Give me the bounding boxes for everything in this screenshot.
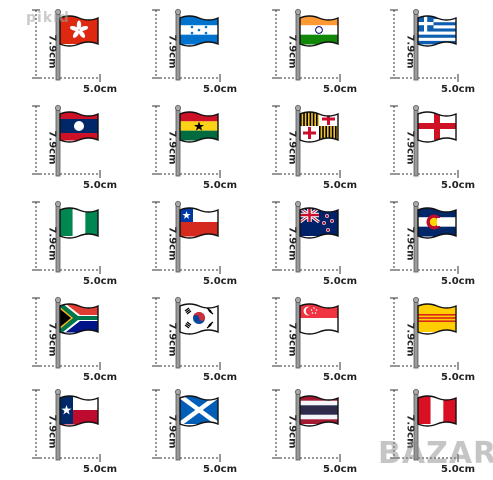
new-zealand-flag-icon: [272, 201, 341, 274]
flag-sticker: 7.9cm 5.0cm: [152, 102, 274, 196]
height-dimension-label: 7.9cm: [46, 322, 58, 357]
flag-sticker: 7.9cm 5.0cm: [32, 386, 154, 480]
height-dimension-label: 7.9cm: [286, 226, 298, 261]
height-dimension-label: 7.9cm: [286, 322, 298, 357]
width-dimension-label: 5.0cm: [202, 372, 238, 383]
width-dimension-label: 5.0cm: [82, 84, 118, 95]
height-dimension-label: 7.9cm: [46, 414, 58, 449]
height-dimension-label: 7.9cm: [286, 34, 298, 69]
south-korea-flag-icon: [152, 297, 221, 370]
flag-sticker: 7.9cm 5.0cm: [272, 102, 394, 196]
height-dimension-label: 7.9cm: [46, 34, 58, 69]
height-dimension-label: 7.9cm: [166, 322, 178, 357]
height-dimension-label: 7.9cm: [404, 226, 416, 261]
watermark-bottom-right: BAZAR: [378, 436, 493, 471]
height-dimension-label: 7.9cm: [404, 322, 416, 357]
width-dimension-label: 5.0cm: [322, 276, 358, 287]
flag-sticker: 7.9cm 5.0cm: [32, 294, 154, 388]
width-dimension-label: 5.0cm: [440, 276, 476, 287]
india-flag-icon: [272, 9, 341, 82]
flag-sticker: 7.9cm 5.0cm: [32, 6, 154, 100]
height-dimension-label: 7.9cm: [46, 226, 58, 261]
height-dimension-label: 7.9cm: [166, 226, 178, 261]
flag-sticker: 7.9cm 5.0cm: [272, 198, 394, 292]
maryland-flag-icon: [272, 105, 341, 178]
flag-sticker: 7.9cm 5.0cm: [390, 198, 493, 292]
watermark-top-left: pikid: [26, 10, 70, 26]
flag-sticker: 7.9cm 5.0cm: [390, 294, 493, 388]
height-dimension-label: 7.9cm: [404, 130, 416, 165]
flag-sticker: 7.9cm 5.0cm: [152, 386, 274, 480]
flag-sticker: 7.9cm 5.0cm: [32, 198, 154, 292]
scotland-flag-icon: [152, 389, 221, 462]
flag-sticker: 7.9cm 5.0cm: [390, 102, 493, 196]
south-vietnam-flag-icon: [390, 297, 459, 370]
south-africa-flag-icon: [32, 297, 101, 370]
honduras-flag-icon: [152, 9, 221, 82]
width-dimension-label: 5.0cm: [202, 84, 238, 95]
thailand-flag-icon: [272, 389, 341, 462]
nigeria-flag-icon: [32, 201, 101, 274]
chile-flag-icon: [152, 201, 221, 274]
width-dimension-label: 5.0cm: [322, 464, 358, 475]
height-dimension-label: 7.9cm: [166, 130, 178, 165]
width-dimension-label: 5.0cm: [82, 464, 118, 475]
height-dimension-label: 7.9cm: [286, 414, 298, 449]
width-dimension-label: 5.0cm: [322, 84, 358, 95]
flag-sticker: 7.9cm 5.0cm: [32, 102, 154, 196]
hong-kong-flag-icon: [32, 9, 101, 82]
height-dimension-label: 7.9cm: [166, 34, 178, 69]
width-dimension-label: 5.0cm: [322, 180, 358, 191]
width-dimension-label: 5.0cm: [82, 276, 118, 287]
width-dimension-label: 5.0cm: [202, 464, 238, 475]
flag-sticker: 7.9cm 5.0cm: [272, 6, 394, 100]
width-dimension-label: 5.0cm: [82, 180, 118, 191]
width-dimension-label: 5.0cm: [440, 372, 476, 383]
width-dimension-label: 5.0cm: [440, 180, 476, 191]
flag-sticker: 7.9cm 5.0cm: [390, 6, 493, 100]
england-flag-icon: [390, 105, 459, 178]
width-dimension-label: 5.0cm: [440, 84, 476, 95]
greece-flag-icon: [390, 9, 459, 82]
flag-sticker: 7.9cm 5.0cm: [272, 294, 394, 388]
flag-sticker: 7.9cm 5.0cm: [152, 294, 274, 388]
flag-sticker: 7.9cm 5.0cm: [152, 198, 274, 292]
width-dimension-label: 5.0cm: [82, 372, 118, 383]
singapore-flag-icon: [272, 297, 341, 370]
texas-flag-icon: [32, 389, 101, 462]
flag-sticker: 7.9cm 5.0cm: [390, 386, 493, 480]
height-dimension-label: 7.9cm: [404, 34, 416, 69]
peru-flag-icon: [390, 389, 459, 462]
ghana-flag-icon: [152, 105, 221, 178]
width-dimension-label: 5.0cm: [202, 180, 238, 191]
height-dimension-label: 7.9cm: [166, 414, 178, 449]
width-dimension-label: 5.0cm: [202, 276, 238, 287]
height-dimension-label: 7.9cm: [286, 130, 298, 165]
laos-flag-icon: [32, 105, 101, 178]
height-dimension-label: 7.9cm: [46, 130, 58, 165]
flag-sticker: 7.9cm 5.0cm: [152, 6, 274, 100]
width-dimension-label: 5.0cm: [440, 464, 476, 475]
colorado-flag-icon: [390, 201, 459, 274]
flag-sticker: 7.9cm 5.0cm: [272, 386, 394, 480]
width-dimension-label: 5.0cm: [322, 372, 358, 383]
